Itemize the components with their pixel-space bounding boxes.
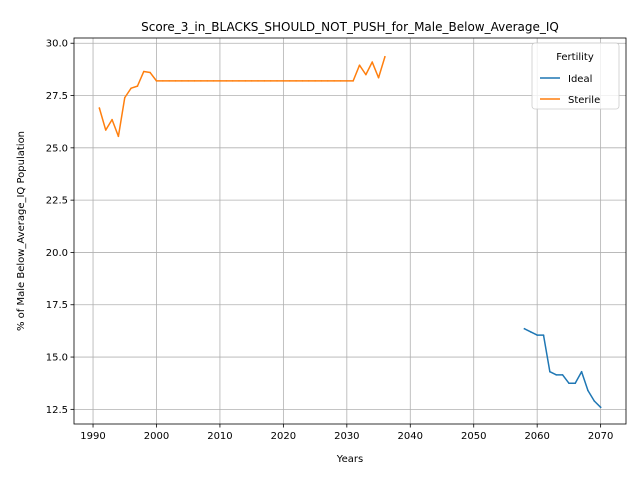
data-point-ideal <box>561 374 564 376</box>
legend: Fertility Ideal Sterile <box>531 42 620 110</box>
data-point-sterile <box>124 96 126 99</box>
data-point-sterile <box>377 77 380 79</box>
x-tick-label: 2060 <box>524 431 549 442</box>
data-point-sterile <box>111 118 113 121</box>
data-point-sterile <box>250 80 253 82</box>
data-point-ideal <box>580 370 583 373</box>
data-point-sterile <box>238 80 240 82</box>
data-point-ideal <box>530 331 532 333</box>
data-point-sterile <box>136 85 139 87</box>
data-point-sterile <box>174 80 177 82</box>
series-line-sterile <box>98 55 386 138</box>
data-point-sterile <box>187 80 189 82</box>
data-point-sterile <box>257 80 259 82</box>
x-tick-label: 2070 <box>588 431 613 442</box>
data-point-ideal <box>593 400 596 402</box>
data-point-sterile <box>327 80 329 82</box>
data-point-sterile <box>117 135 120 138</box>
data-point-sterile <box>308 80 310 82</box>
data-point-ideal <box>536 334 538 336</box>
chart-title: Score_3_in_BLACKS_SHOULD_NOT_PUSH_for_Ma… <box>141 20 559 34</box>
legend-label-sterile: Sterile <box>568 95 600 106</box>
data-point-sterile <box>200 80 202 82</box>
legend-label-ideal: Ideal <box>568 74 592 85</box>
data-point-sterile <box>149 71 151 74</box>
data-point-ideal <box>523 328 526 330</box>
legend-title: Fertility <box>556 52 594 63</box>
data-point-sterile <box>130 87 132 89</box>
series-lines <box>98 55 602 409</box>
data-point-ideal <box>587 389 589 392</box>
data-point-ideal <box>555 374 557 376</box>
plot-frame <box>73 37 627 425</box>
data-point-sterile <box>98 107 101 109</box>
data-point-sterile <box>212 80 215 82</box>
data-point-sterile <box>244 80 247 82</box>
data-point-sterile <box>263 80 266 82</box>
y-tick-label: 25.0 <box>46 143 68 154</box>
data-point-sterile <box>231 80 234 82</box>
data-point-sterile <box>219 80 221 82</box>
x-tick-label: 1990 <box>80 431 105 442</box>
data-point-sterile <box>352 80 354 82</box>
data-point-sterile <box>320 80 323 82</box>
data-point-sterile <box>288 80 291 82</box>
data-point-sterile <box>371 61 373 63</box>
y-tick-label: 12.5 <box>46 405 68 416</box>
data-point-sterile <box>206 80 208 82</box>
data-point-sterile <box>282 80 285 82</box>
data-point-sterile <box>384 56 386 58</box>
x-tick-label: 2020 <box>271 431 296 442</box>
data-point-sterile <box>314 80 316 82</box>
data-point-sterile <box>193 80 196 82</box>
data-point-sterile <box>225 80 228 82</box>
y-tick-label: 17.5 <box>46 300 68 311</box>
y-axis-ticks: 12.5 15.0 17.5 20.0 22.5 25.0 27.5 30.0 <box>46 39 74 416</box>
x-tick-label: 2030 <box>334 431 359 442</box>
data-point-ideal <box>542 334 545 336</box>
data-point-sterile <box>339 80 342 82</box>
data-point-sterile <box>143 70 145 73</box>
x-tick-label: 2040 <box>398 431 423 442</box>
y-tick-label: 27.5 <box>46 91 68 102</box>
data-point-sterile <box>365 73 367 76</box>
y-tick-label: 30.0 <box>46 39 68 50</box>
data-point-sterile <box>346 80 348 82</box>
data-point-sterile <box>333 80 335 82</box>
data-point-sterile <box>104 129 107 131</box>
y-tick-label: 20.0 <box>46 248 68 259</box>
y-tick-label: 22.5 <box>46 196 68 207</box>
y-axis-label: % of Male Below_Average_IQ Population <box>16 131 27 331</box>
data-point-sterile <box>358 64 361 66</box>
data-point-sterile <box>295 80 297 82</box>
data-point-ideal <box>574 382 576 384</box>
x-axis-ticks: 1990 2000 2010 2020 2030 2040 2050 2060 2070 <box>80 424 613 442</box>
data-point-sterile <box>162 80 164 82</box>
data-point-ideal <box>599 406 602 409</box>
x-tick-label: 2050 <box>461 431 486 442</box>
x-tick-label: 2010 <box>207 431 232 442</box>
y-tick-label: 15.0 <box>46 353 68 364</box>
data-point-sterile <box>155 80 158 82</box>
data-point-ideal <box>549 370 551 373</box>
x-tick-label: 2000 <box>144 431 169 442</box>
data-point-sterile <box>301 80 304 82</box>
legend-box <box>531 42 620 110</box>
data-point-sterile <box>181 80 183 82</box>
data-point-sterile <box>168 80 170 82</box>
data-point-sterile <box>269 80 272 82</box>
data-point-sterile <box>276 80 278 82</box>
data-point-ideal <box>568 382 570 384</box>
x-axis-label: Years <box>336 454 363 465</box>
